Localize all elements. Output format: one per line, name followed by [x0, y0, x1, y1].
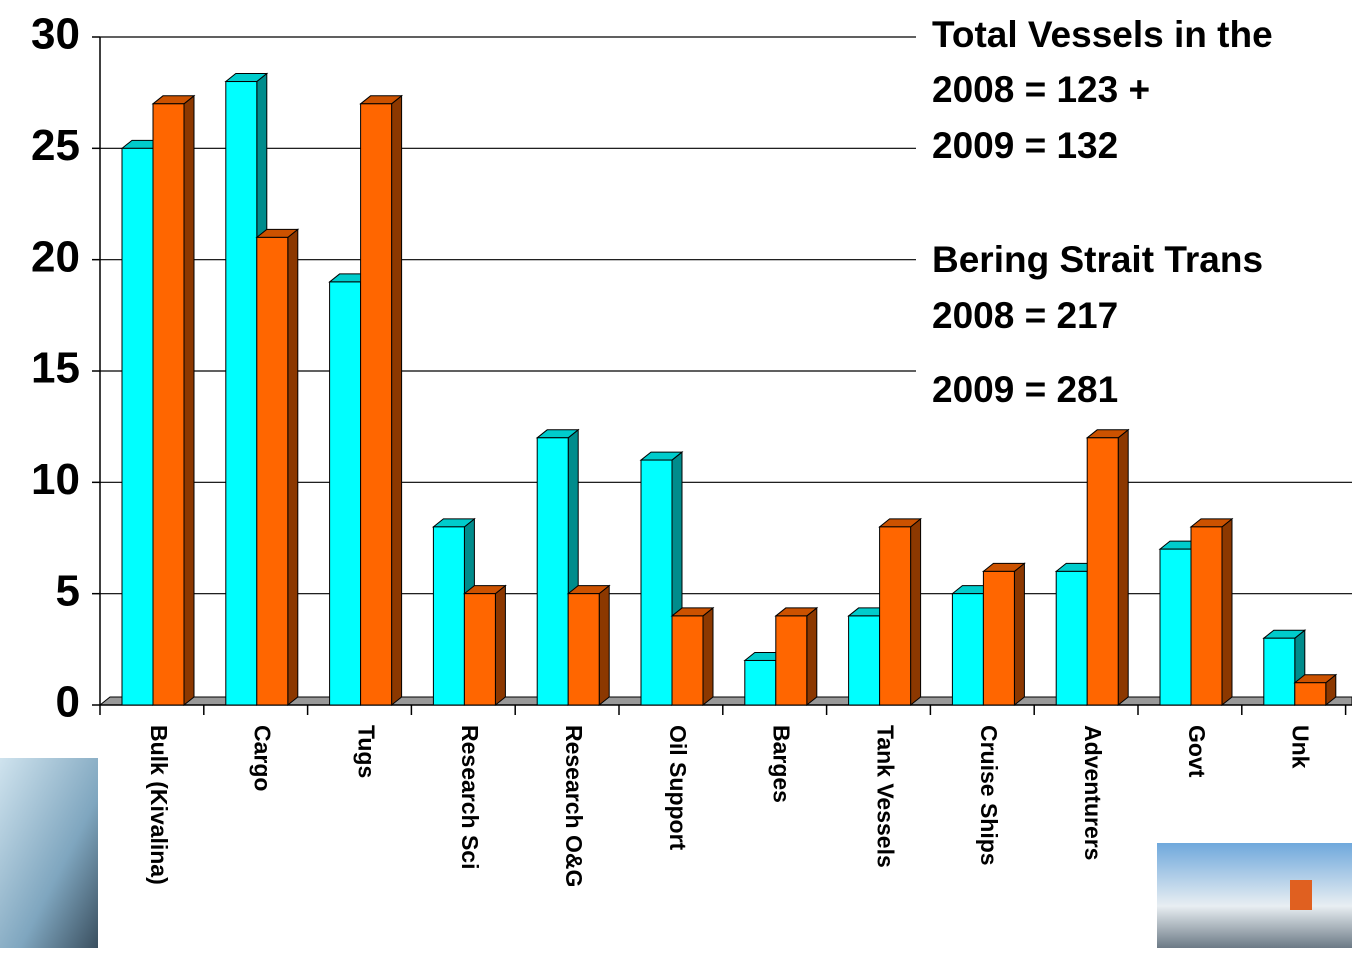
bar-side	[806, 606, 818, 707]
photo-ice	[0, 758, 98, 948]
bar	[879, 526, 912, 706]
annotation: 2009 = 132	[932, 125, 1118, 166]
y-tick-label: 5	[56, 566, 80, 615]
y-tick-label: 30	[31, 10, 80, 59]
bar	[951, 593, 984, 706]
x-tick-label: Research Sci	[457, 725, 483, 869]
bar	[1159, 548, 1192, 706]
bar	[982, 570, 1015, 706]
y-tick-label: 15	[31, 344, 80, 393]
bar	[1190, 526, 1223, 706]
bar	[567, 593, 600, 706]
bar	[152, 103, 185, 706]
bar-side	[287, 228, 299, 707]
bar	[1055, 570, 1088, 706]
bar	[536, 437, 569, 706]
x-tick-label: Tank Vessels	[872, 725, 898, 868]
bar-side	[1013, 562, 1025, 707]
y-tick-label: 0	[56, 678, 80, 727]
x-tick-label: Tugs	[353, 725, 379, 778]
bar	[1086, 437, 1119, 706]
annotation: Total Vessels in the	[932, 14, 1273, 55]
bar	[848, 615, 881, 706]
annotation: 2009 = 281	[932, 369, 1118, 410]
annotation: Bering Strait Trans	[932, 239, 1263, 280]
ship-funnel	[1290, 880, 1312, 910]
x-tick-label: Cruise Ships	[976, 725, 1002, 866]
bar	[1263, 637, 1296, 706]
annotation: 2008 = 123 +	[932, 69, 1150, 110]
annotation-background	[916, 12, 1352, 417]
bar	[775, 615, 808, 706]
bar	[432, 526, 465, 706]
bar	[671, 615, 704, 706]
bar-side	[183, 94, 195, 707]
bar	[463, 593, 496, 706]
bar-side	[598, 584, 610, 707]
bar	[1294, 682, 1327, 706]
photo-ship	[1157, 843, 1352, 948]
bar	[225, 81, 258, 706]
y-tick-label: 10	[31, 455, 80, 504]
x-tick-label: Barges	[769, 725, 795, 803]
x-tick-label: Unk	[1288, 725, 1314, 769]
x-tick-label: Adventurers	[1080, 725, 1106, 860]
bar-side	[391, 94, 403, 707]
bar-side	[494, 584, 506, 707]
bar	[329, 281, 362, 706]
y-tick-label: 25	[31, 121, 80, 170]
bar	[121, 147, 154, 706]
x-tick-label: Oil Support	[665, 725, 691, 851]
bar	[640, 459, 673, 706]
bar-side	[1117, 428, 1129, 707]
bar-side	[910, 517, 922, 707]
x-tick-label: Cargo	[250, 725, 276, 791]
bar	[256, 236, 289, 706]
x-tick-label: Govt	[1184, 725, 1210, 778]
bar-side	[1221, 517, 1233, 707]
bar	[360, 103, 393, 706]
bar	[744, 659, 777, 706]
bar-side	[702, 606, 714, 707]
x-tick-label: Bulk (Kivalina)	[146, 725, 172, 885]
y-tick-label: 20	[31, 232, 80, 281]
annotation: 2008 = 217	[932, 295, 1118, 336]
x-tick-label: Research O&G	[561, 725, 587, 887]
